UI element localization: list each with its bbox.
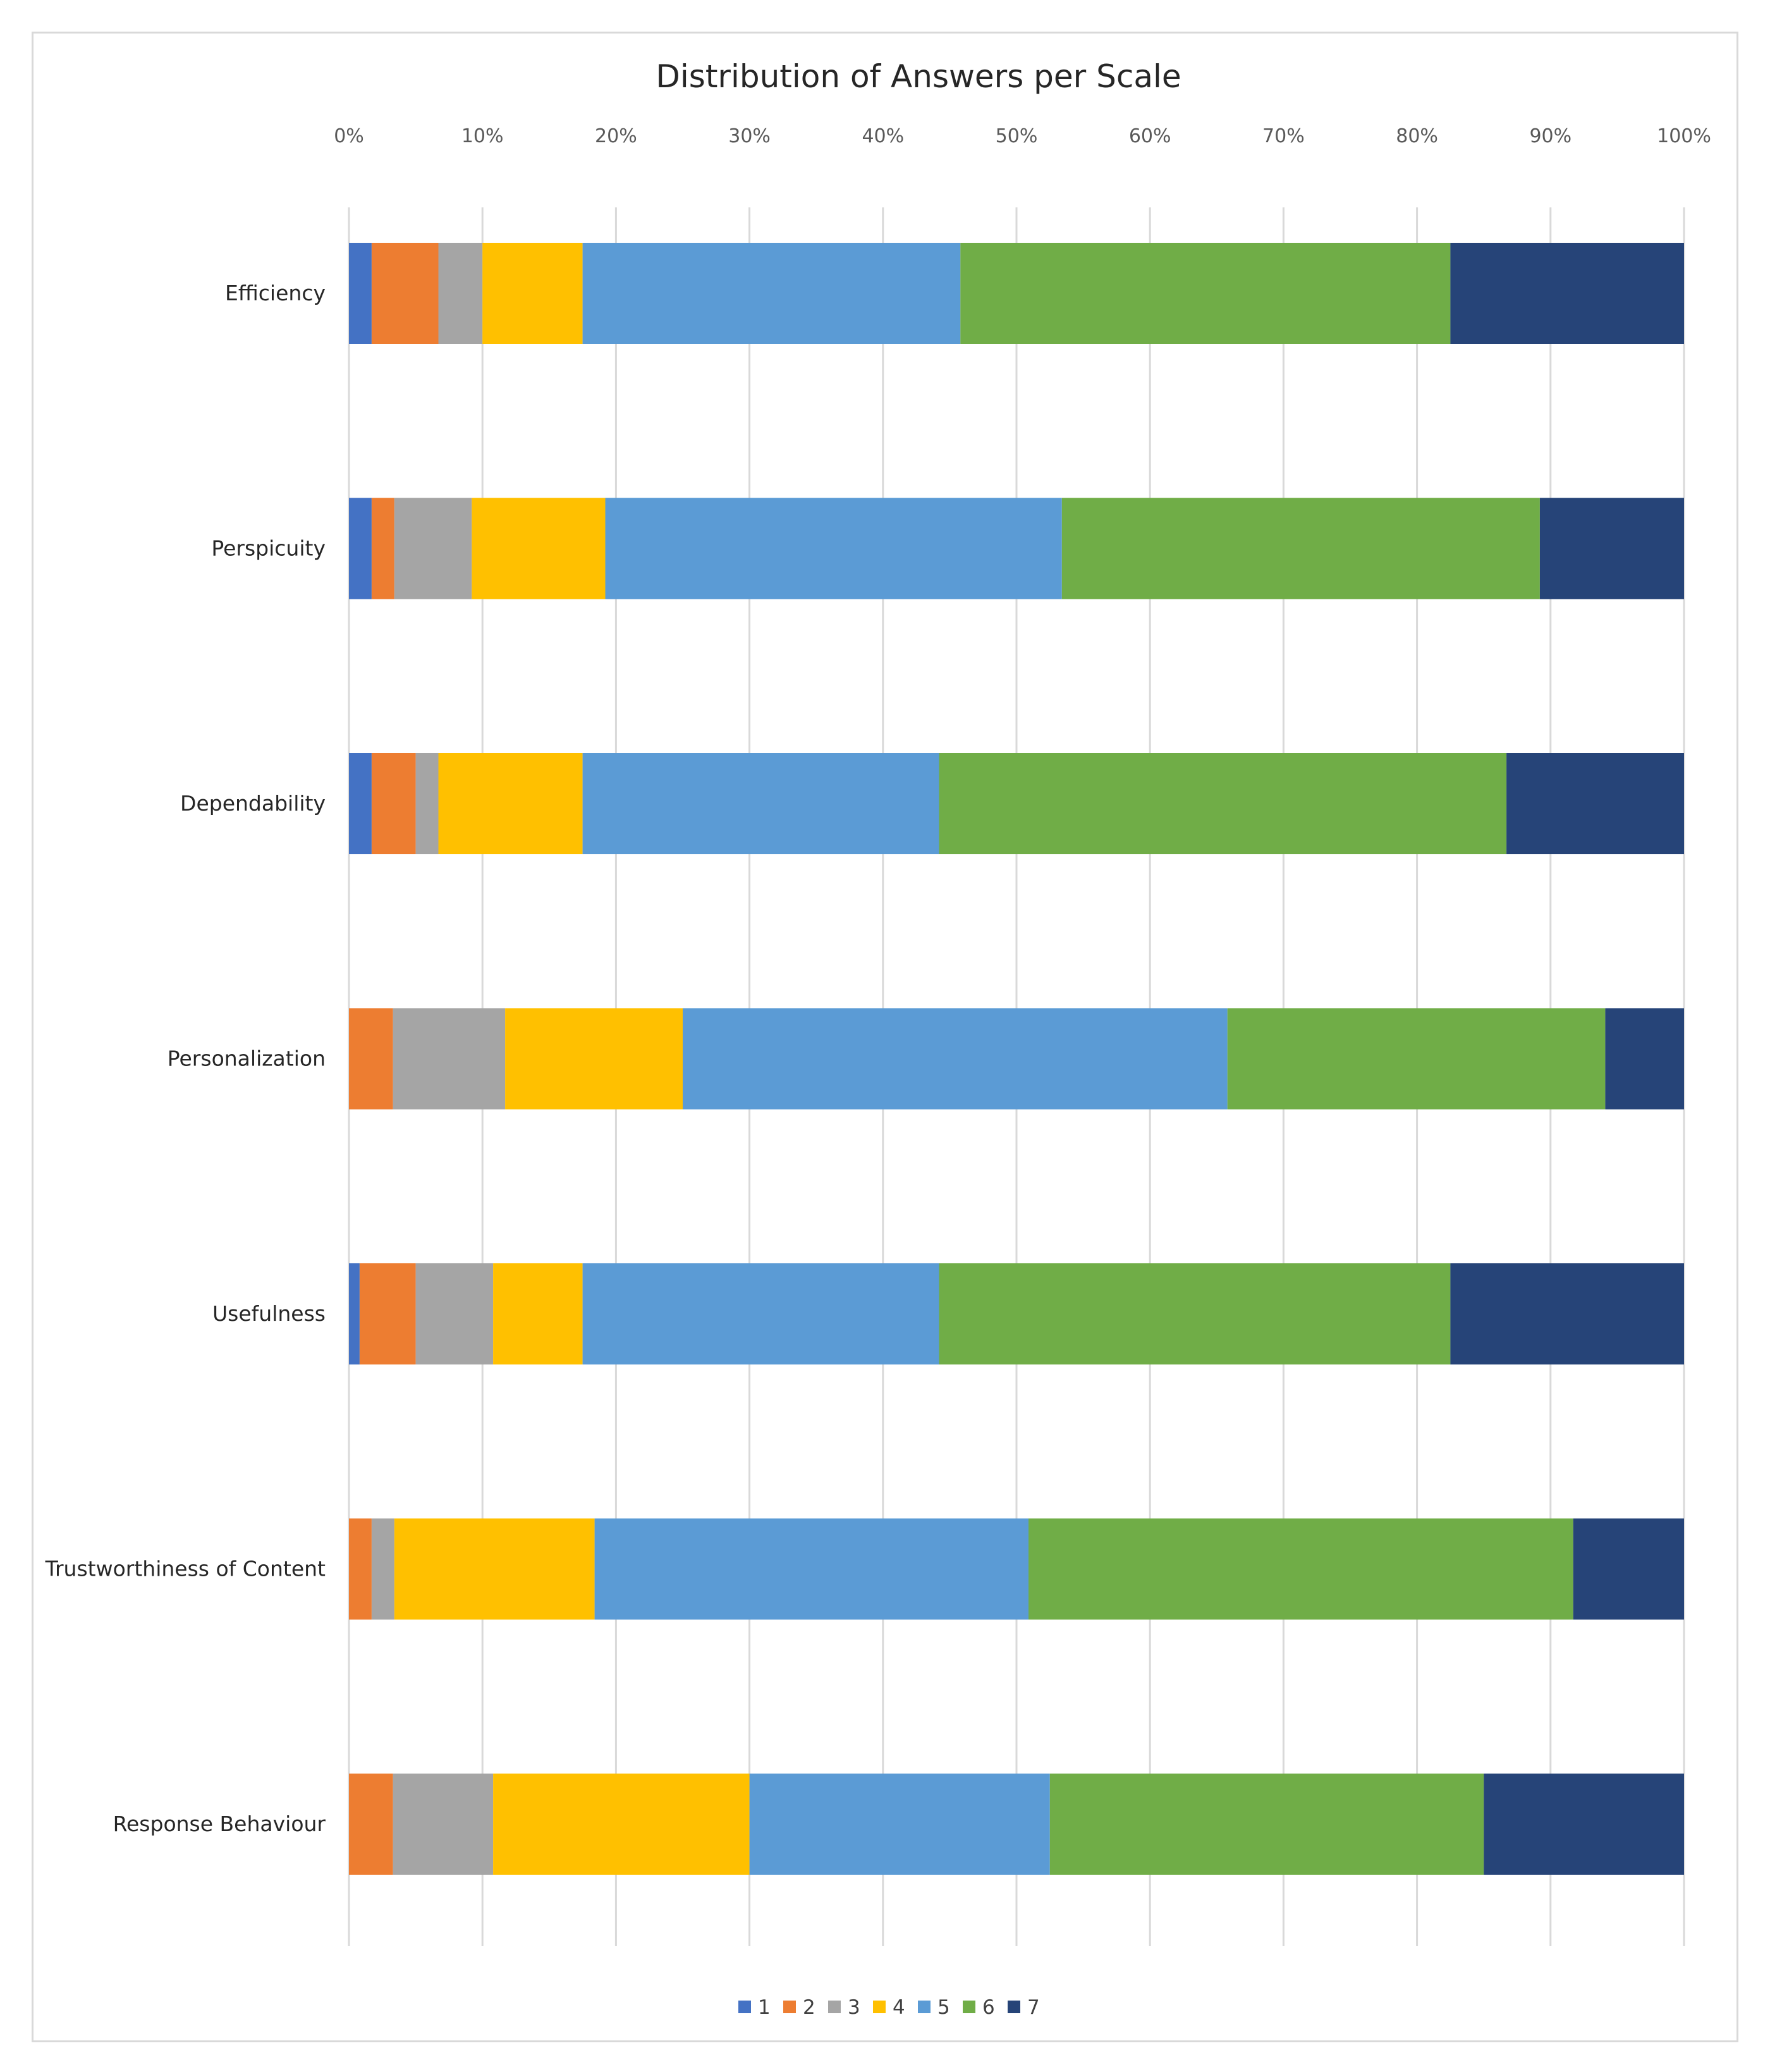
bar-segment-6 — [939, 1263, 1451, 1364]
bar-segment-7 — [1573, 1518, 1684, 1620]
legend-swatch-3 — [828, 2001, 841, 2013]
stacked-bar-chart: Distribution of Answers per Scale 0% 10% 2… — [45, 58, 1711, 2019]
bar-segment-5 — [605, 498, 1062, 599]
x-tick-label: 0% — [334, 125, 364, 147]
bar-segment-4 — [493, 1263, 583, 1364]
bar-segment-3 — [394, 498, 472, 599]
bar-segment-3 — [438, 243, 483, 344]
category-label: Efficiency — [225, 281, 326, 305]
category-label: Perspicuity — [211, 536, 326, 561]
legend-label-6: 6 — [982, 1996, 995, 2019]
bar-segment-1 — [349, 498, 372, 599]
legend-swatch-5 — [918, 2001, 931, 2013]
legend-label-5: 5 — [937, 1996, 950, 2019]
bar-segment-3 — [371, 1518, 394, 1620]
bar-segment-2 — [359, 1263, 416, 1364]
bar-segment-6 — [960, 243, 1451, 344]
legend-swatch-4 — [873, 2001, 886, 2013]
bar-segment-2 — [371, 753, 416, 854]
bar-segment-6 — [1227, 1008, 1606, 1110]
legend-swatch-7 — [1008, 2001, 1020, 2013]
legend: 1 2 3 4 5 6 7 — [738, 1996, 1040, 2019]
bar-segment-4 — [394, 1518, 595, 1620]
x-tick-label: 10% — [461, 125, 504, 147]
legend-label-4: 4 — [893, 1996, 905, 2019]
bar-segment-7 — [1506, 753, 1684, 854]
bar-segment-5 — [594, 1518, 1029, 1620]
bar-segment-7 — [1605, 1008, 1684, 1110]
category-label: Dependability — [180, 791, 326, 816]
category-labels: Efficiency Perspicuity Dependability Person… — [45, 281, 326, 1836]
bar-segment-4 — [505, 1008, 683, 1110]
category-label: Response Behaviour — [113, 1811, 326, 1836]
bar-segment-3 — [415, 1263, 494, 1364]
bar-segment-2 — [349, 1518, 372, 1620]
chart-frame: Distribution of Answers per Scale 0% 10% 2… — [32, 32, 1738, 2042]
bar-segment-7 — [1450, 243, 1684, 344]
bar-segment-1 — [349, 753, 372, 854]
bar-segment-6 — [1049, 1774, 1484, 1875]
bar-segment-5 — [683, 1008, 1228, 1110]
bar-segment-4 — [438, 753, 583, 854]
bar-segment-1 — [349, 1263, 360, 1364]
bar-segment-7 — [1450, 1263, 1684, 1364]
x-tick-label: 90% — [1529, 125, 1572, 147]
x-tick-label: 100% — [1657, 125, 1711, 147]
category-label: Personalization — [168, 1046, 326, 1071]
x-tick-label: 40% — [862, 125, 904, 147]
x-tick-label: 50% — [996, 125, 1038, 147]
x-tick-label: 30% — [728, 125, 771, 147]
bar-segment-6 — [939, 753, 1507, 854]
x-tick-label: 60% — [1129, 125, 1171, 147]
legend-label-3: 3 — [848, 1996, 860, 2019]
bar-segment-3 — [393, 1774, 494, 1875]
bar-segment-2 — [349, 1008, 393, 1110]
bar-segment-5 — [582, 243, 961, 344]
bar-segment-7 — [1484, 1774, 1684, 1875]
bar-segment-6 — [1061, 498, 1540, 599]
bar-segment-2 — [371, 498, 394, 599]
bar-segment-2 — [371, 243, 439, 344]
category-label: Trustworthiness of Content — [45, 1557, 326, 1581]
bar-segment-4 — [482, 243, 583, 344]
bar-segment-5 — [582, 1263, 939, 1364]
legend-label-1: 1 — [758, 1996, 771, 2019]
bar-segment-1 — [349, 243, 372, 344]
bar-segment-2 — [349, 1774, 393, 1875]
x-axis-ticks: 0% 10% 20% 30% 40% 50% 60% 70% 80% 90% 100% — [334, 125, 1711, 147]
category-label: Usefulness — [212, 1301, 326, 1326]
bar-segment-4 — [493, 1774, 750, 1875]
chart-title: Distribution of Answers per Scale — [656, 58, 1181, 95]
legend-swatch-2 — [783, 2001, 796, 2013]
x-tick-label: 70% — [1262, 125, 1305, 147]
legend-swatch-6 — [963, 2001, 975, 2013]
bars — [349, 243, 1684, 1875]
bar-segment-5 — [582, 753, 939, 854]
bar-segment-3 — [393, 1008, 506, 1110]
bar-segment-5 — [749, 1774, 1050, 1875]
legend-label-7: 7 — [1027, 1996, 1040, 2019]
bar-segment-6 — [1028, 1518, 1573, 1620]
legend-swatch-1 — [738, 2001, 751, 2013]
x-tick-label: 20% — [595, 125, 637, 147]
bar-segment-3 — [415, 753, 439, 854]
bar-segment-7 — [1539, 498, 1684, 599]
bar-segment-4 — [472, 498, 606, 599]
x-tick-label: 80% — [1396, 125, 1438, 147]
legend-label-2: 2 — [803, 1996, 815, 2019]
